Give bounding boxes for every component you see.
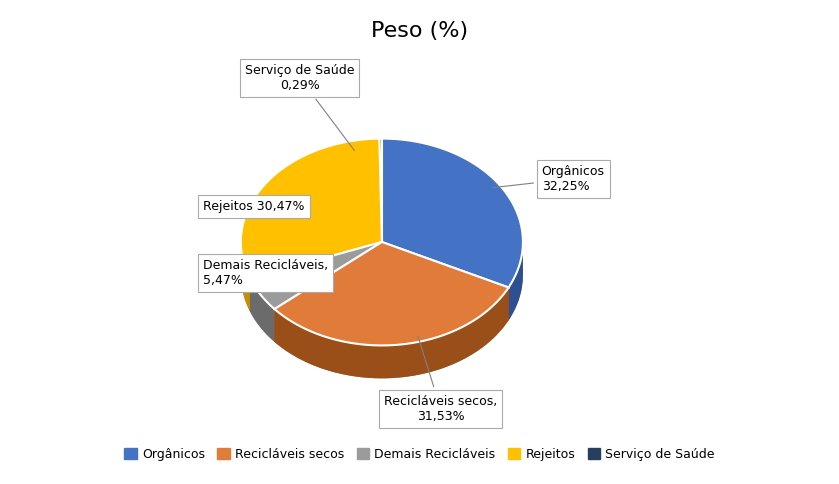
Polygon shape: [382, 242, 508, 320]
Text: Serviço de Saúde
0,29%: Serviço de Saúde 0,29%: [245, 63, 354, 151]
Ellipse shape: [241, 171, 523, 378]
Text: Peso (%): Peso (%): [371, 21, 468, 41]
Text: Orgânicos
32,25%: Orgânicos 32,25%: [492, 165, 605, 193]
Text: Recicláveis secos,
31,53%: Recicláveis secos, 31,53%: [384, 336, 498, 423]
Polygon shape: [508, 242, 523, 320]
Polygon shape: [274, 242, 382, 342]
Polygon shape: [250, 242, 382, 312]
Polygon shape: [250, 242, 382, 309]
Polygon shape: [241, 242, 250, 312]
Polygon shape: [274, 242, 508, 346]
Text: Rejeitos 30,47%: Rejeitos 30,47%: [203, 200, 305, 213]
Legend: Orgânicos, Recicláveis secos, Demais Recicláveis, Rejeitos, Serviço de Saúde: Orgânicos, Recicláveis secos, Demais Rec…: [119, 443, 720, 466]
Polygon shape: [382, 242, 508, 320]
Polygon shape: [250, 242, 382, 312]
Polygon shape: [274, 287, 508, 378]
Polygon shape: [382, 138, 523, 287]
Polygon shape: [241, 138, 382, 279]
Text: Demais Recicláveis,
5,47%: Demais Recicláveis, 5,47%: [203, 258, 328, 287]
Polygon shape: [274, 242, 382, 342]
Polygon shape: [250, 279, 274, 342]
Polygon shape: [379, 138, 382, 242]
